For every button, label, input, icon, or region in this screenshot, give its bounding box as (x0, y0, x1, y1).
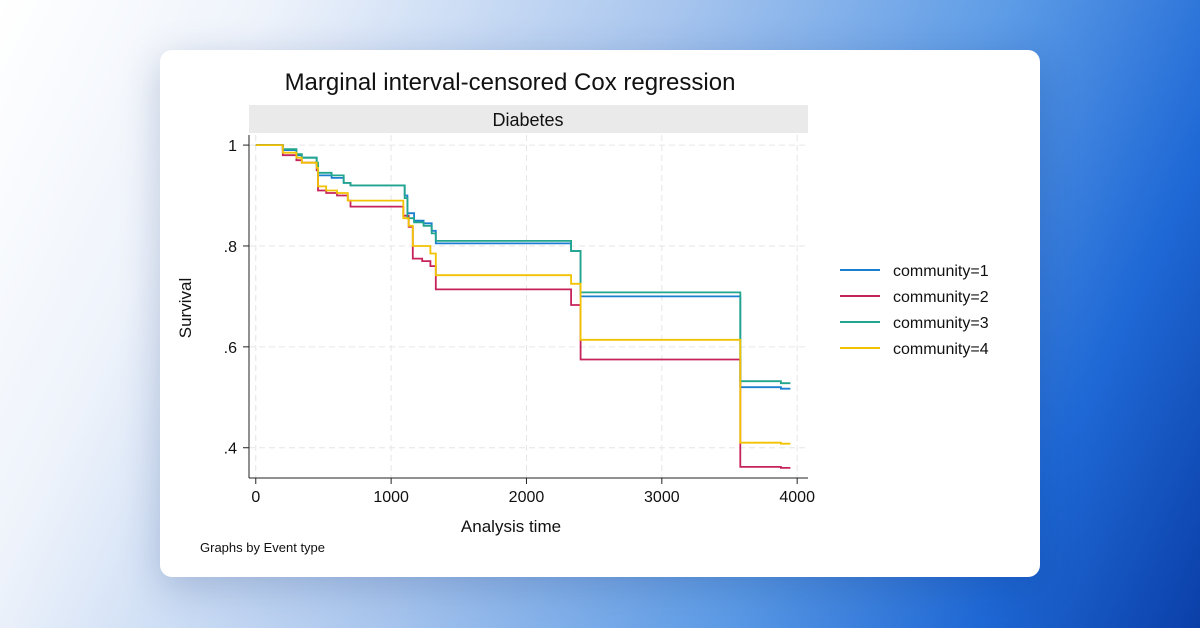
chart-svg: Marginal interval-censored Cox regressio… (176, 69, 989, 555)
series-line-community-1 (255, 144, 791, 390)
series (255, 144, 791, 469)
chart-title: Marginal interval-censored Cox regressio… (285, 69, 736, 96)
legend: community=1 community=2 community=3 communi… (840, 263, 989, 358)
y-axis-label: Survival (176, 278, 195, 338)
x-tick-label: 3000 (644, 489, 680, 506)
x-tick-label: 2000 (509, 489, 545, 506)
y-tick-label: .6 (224, 340, 237, 357)
series-line-community-4 (255, 144, 791, 445)
legend-label: community=1 (893, 263, 989, 280)
series-line-community-2 (255, 144, 791, 469)
legend-label: community=4 (893, 341, 989, 358)
legend-label: community=2 (893, 289, 989, 306)
x-tick-label: 1000 (373, 489, 409, 506)
x-ticks: 0 1000 2000 3000 4000 (251, 478, 815, 506)
graph-note: Graphs by Event type (200, 540, 325, 555)
panel-label: Diabetes (492, 110, 563, 130)
grid (249, 135, 808, 478)
panel-header-bg (249, 105, 808, 133)
x-axis-label: Analysis time (461, 517, 561, 536)
y-tick-label: 1 (228, 138, 237, 155)
legend-label: community=3 (893, 315, 989, 332)
y-tick-label: .4 (224, 441, 237, 458)
x-tick-label: 0 (251, 489, 260, 506)
series-line-community-3 (255, 144, 791, 385)
x-tick-label: 4000 (779, 489, 815, 506)
y-tick-label: .8 (224, 239, 237, 256)
chart-card: Marginal interval-censored Cox regressio… (160, 50, 1040, 577)
y-ticks: .4 .6 .8 1 (224, 138, 249, 458)
